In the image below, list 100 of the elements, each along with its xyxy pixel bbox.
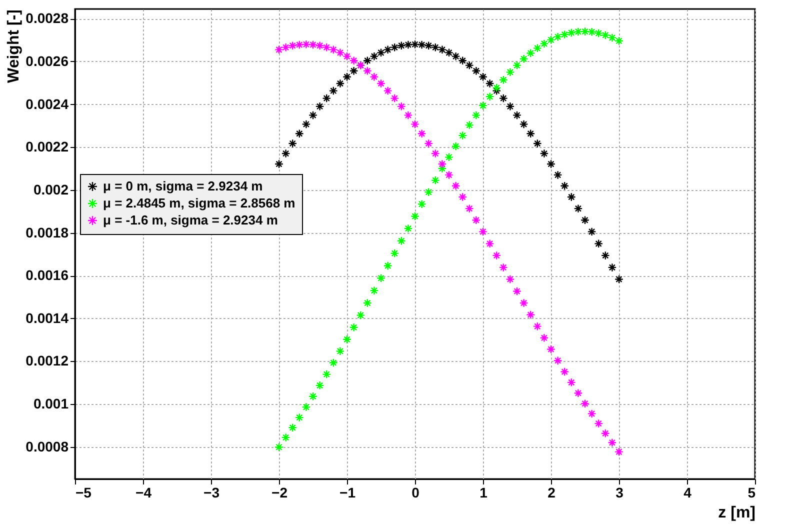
point [288, 138, 298, 148]
point [444, 48, 454, 58]
point [553, 170, 562, 180]
point [315, 41, 324, 50]
point [322, 370, 332, 379]
point [485, 79, 494, 88]
point [322, 94, 332, 103]
point [328, 358, 338, 368]
x-tick-label: −2 [272, 484, 288, 500]
point [506, 102, 515, 111]
point [288, 423, 298, 432]
point [608, 438, 617, 448]
point [553, 356, 562, 366]
point [322, 42, 332, 52]
point [546, 160, 556, 168]
point [438, 164, 447, 173]
y-tick-label: 0.001 [33, 396, 69, 412]
point [492, 83, 502, 92]
point [580, 399, 590, 408]
point [506, 68, 515, 77]
x-axis-title: z [m] [718, 504, 756, 522]
point [587, 227, 596, 236]
point [566, 378, 576, 387]
point [458, 131, 468, 140]
point [444, 152, 454, 162]
x-tick-label: 4 [684, 484, 692, 500]
point [574, 388, 583, 398]
point [451, 142, 460, 151]
point [594, 419, 604, 428]
point [336, 346, 345, 356]
point [532, 138, 542, 148]
y-tick-label: 0.0018 [26, 224, 69, 240]
point [519, 120, 528, 129]
point [438, 160, 447, 168]
point [532, 322, 542, 331]
point [430, 149, 440, 158]
point [512, 60, 522, 70]
point [506, 274, 515, 284]
point [540, 333, 549, 342]
point [438, 45, 447, 54]
point [396, 236, 406, 246]
point [472, 66, 481, 76]
point [478, 227, 488, 236]
point [383, 261, 392, 270]
point [370, 72, 379, 82]
x-tick-label: −1 [340, 484, 356, 500]
point [614, 447, 624, 456]
point [342, 334, 352, 344]
y-axis-title: Weight [-] [6, 10, 23, 83]
point [478, 101, 488, 110]
point [404, 224, 413, 233]
point [315, 380, 324, 390]
point [404, 110, 413, 120]
x-tick-label: −4 [136, 484, 152, 500]
point [614, 36, 624, 46]
point [424, 138, 434, 148]
point [362, 298, 372, 308]
point [594, 239, 604, 248]
y-tick-label: 0.0012 [26, 352, 69, 369]
x-tick-label: 0 [412, 484, 420, 500]
point [566, 192, 576, 202]
point [342, 72, 352, 82]
point [512, 286, 522, 296]
point [390, 94, 400, 103]
y-tick-label: 0.0026 [26, 52, 69, 69]
x-tick-label: −3 [204, 484, 220, 500]
point [430, 176, 440, 185]
point [608, 33, 617, 42]
point [458, 56, 468, 66]
point [519, 298, 528, 308]
point [294, 129, 304, 138]
x-tick-label: 2 [548, 484, 556, 500]
point [478, 72, 488, 82]
point [600, 250, 610, 260]
point [464, 60, 474, 70]
point [594, 28, 604, 38]
point [444, 170, 454, 180]
point [512, 110, 522, 120]
point [274, 442, 284, 452]
point [485, 92, 494, 102]
y-tick-label: 0.0016 [26, 267, 69, 284]
y-tick-label: 0.0022 [26, 138, 69, 155]
legend-label: μ = 0 m, sigma = 2.9234 m [103, 178, 263, 194]
point [485, 239, 494, 248]
point [274, 160, 284, 168]
point [600, 428, 610, 438]
point [390, 248, 400, 258]
point [336, 48, 345, 58]
point [376, 79, 386, 88]
point [472, 110, 481, 120]
point [458, 192, 468, 202]
point [308, 392, 318, 401]
point [472, 216, 481, 225]
point [424, 41, 434, 50]
point [281, 149, 290, 158]
point [349, 322, 358, 332]
point [294, 413, 304, 422]
point [376, 274, 386, 283]
x-tick-label: 3 [616, 484, 624, 500]
point [315, 102, 324, 111]
